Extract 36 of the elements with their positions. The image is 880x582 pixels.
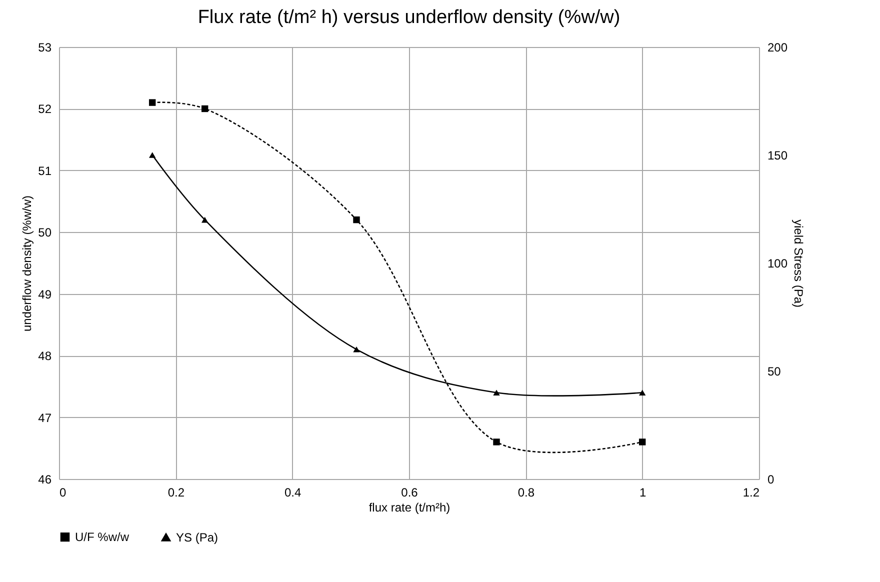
- y-tick-label: 51: [38, 164, 52, 178]
- point: [493, 390, 500, 396]
- x-axis-title: flux rate (t/m²h): [368, 500, 450, 514]
- point: [201, 216, 208, 223]
- y-axis-title: underflow density (%w/w): [20, 195, 34, 332]
- y2-tick-label: 100: [768, 256, 788, 270]
- point: [493, 438, 500, 446]
- y-tick-label: 46: [38, 472, 52, 486]
- legend-label: YS (Pa): [176, 530, 218, 544]
- point: [638, 438, 646, 446]
- y-tick-label: 53: [38, 40, 52, 54]
- y2-tick-label: 0: [768, 472, 774, 486]
- point: [148, 99, 156, 106]
- chart-title: Flux rate (t/m² h) versus underflow density (%w/w): [198, 7, 620, 28]
- y-tick-label: 48: [38, 349, 52, 364]
- x-tick-label: 0.8: [518, 486, 535, 500]
- y2-axis-title: yield Stress (Pa): [792, 219, 806, 308]
- y-tick-label: 49: [38, 287, 52, 302]
- x-tick-label: 0: [60, 486, 66, 500]
- y2-tick-label: 200: [768, 40, 788, 54]
- x-tick-label: 0.4: [284, 486, 302, 500]
- x-tick-label: 1.2: [742, 486, 760, 500]
- x-tick-label: 0.2: [168, 486, 185, 500]
- legend-label: U/F %w/w: [75, 530, 130, 544]
- point: [353, 346, 360, 352]
- y-tick-label: 50: [38, 226, 52, 240]
- y-tick-label: 47: [38, 410, 52, 425]
- x-tick-label: 0.6: [401, 486, 418, 500]
- y-tick-label: 52: [38, 102, 52, 116]
- point: [638, 390, 646, 396]
- y2-tick-label: 150: [768, 148, 788, 162]
- y2-tick-label: 50: [768, 364, 782, 378]
- x-tick-label: 1: [639, 486, 646, 500]
- point: [353, 216, 360, 224]
- point: [148, 152, 156, 158]
- point: [201, 105, 208, 112]
